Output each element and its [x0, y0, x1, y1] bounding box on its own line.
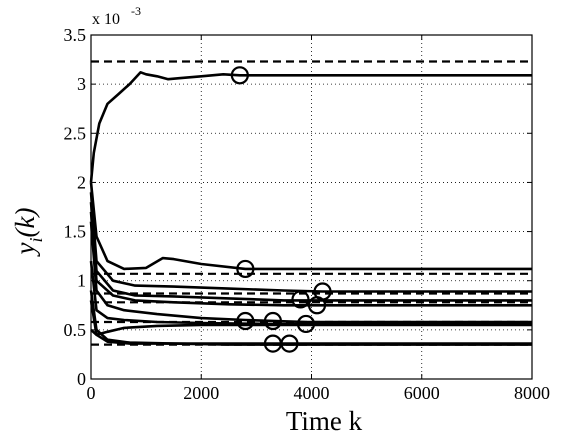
y-multiplier: x 10 — [92, 11, 120, 28]
marker-1 — [236, 259, 255, 279]
y-tick-label-7: 3.5 — [64, 25, 87, 45]
x-tick-label-1: 2000 — [183, 383, 219, 403]
marker-layer — [230, 66, 332, 353]
x-tick-label-4: 8000 — [514, 383, 550, 403]
y-tick-label-1: 0.5 — [64, 320, 87, 340]
marker-9 — [280, 334, 299, 353]
x-tick-label-0: 0 — [87, 383, 96, 403]
x-ticks: 0 2000 4000 6000 8000 — [87, 35, 550, 403]
y-tick-label-2: 1 — [77, 271, 86, 291]
y-tick-label-5: 2.5 — [64, 123, 87, 143]
marker-7 — [296, 314, 316, 334]
series-line-2 — [89, 192, 532, 293]
y-tick-label-4: 2 — [77, 172, 86, 192]
series-line-5 — [89, 221, 532, 324]
marker-5 — [236, 311, 255, 331]
x-tick-label-3: 6000 — [404, 383, 440, 403]
y-tick-label-0: 0 — [77, 369, 86, 389]
y-axis-label-text: yi(k) — [10, 208, 46, 258]
grid-layer — [91, 35, 532, 379]
series-line-0 — [89, 71, 532, 183]
x-tick-label-2: 4000 — [294, 383, 330, 403]
y-axis-label-subscript: i — [26, 237, 46, 242]
y-axis-label: yi(k) — [10, 208, 46, 258]
y-tick-label-3: 1.5 — [64, 222, 87, 242]
x-axis-label: Time k — [286, 406, 363, 436]
y-axis-label-argument: (k) — [10, 208, 40, 238]
marker-2 — [291, 290, 310, 309]
marker-0 — [230, 66, 249, 85]
marker-4 — [307, 296, 327, 315]
y-tick-label-6: 3 — [77, 74, 86, 94]
y-ticks: 0 0.5 1 1.5 2 2.5 3 3.5 — [64, 25, 532, 389]
series-line-3 — [89, 201, 532, 302]
series-line-1 — [89, 182, 532, 271]
y-axis-label-main: y — [10, 242, 40, 257]
y-multiplier-exponent: -3 — [131, 4, 141, 18]
marker-6 — [263, 311, 283, 331]
